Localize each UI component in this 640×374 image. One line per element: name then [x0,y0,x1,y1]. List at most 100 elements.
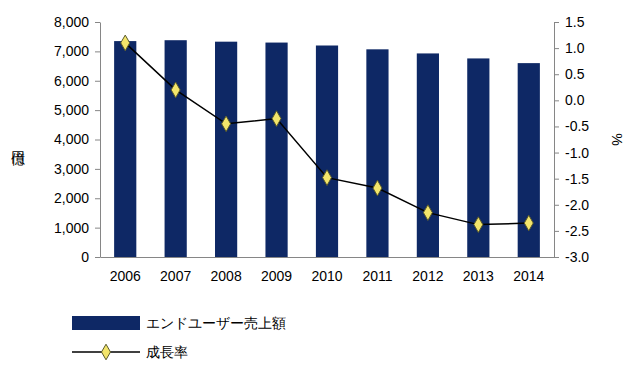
tick-mark [95,198,100,199]
tick-label: 2010 [311,268,342,284]
tick-label: 1.5 [565,14,585,30]
tick-label: -3.0 [565,249,589,265]
tick: 2,000 [54,190,100,206]
tick-label: 7,000 [54,43,89,59]
tick-label: 5,000 [54,102,89,118]
tick-mark [554,48,559,49]
tick-mark [554,179,559,180]
bar [265,43,287,257]
marker [222,116,231,132]
plot-area [114,35,540,257]
tick: 2006 [110,257,141,284]
bar [316,46,338,258]
tick-mark [554,257,559,258]
markers [121,35,534,232]
y-axis: 0 1,000 2,000 3,000 4,000 5,000 6,000 7,000 8,00… [54,14,101,265]
tick: 2012 [412,257,443,284]
tick: 6,000 [54,73,100,89]
tick-label: 2012 [412,268,443,284]
tick-label: 2008 [211,268,242,284]
tick-label: 1.0 [565,40,585,56]
tick: -1.0 [554,145,589,161]
tick: -2.5 [554,223,589,239]
y2-axis: -3.0-2.5-2.0-1.5-1.0-0.50.00.51.01.5 [554,14,589,265]
tick: -2.0 [554,197,589,213]
legend-item: 成長率 [72,344,188,360]
legend-label: 成長率 [146,344,188,360]
bar [417,53,439,257]
chart: 0 1,000 2,000 3,000 4,000 5,000 6,000 7,000 8,00… [0,0,640,374]
tick: 2011 [362,257,392,284]
tick: -1.5 [554,171,589,187]
tick: 2009 [261,257,292,284]
tick: -3.0 [554,249,589,265]
tick: 4,000 [54,131,100,147]
marker [524,215,533,231]
tick: 2014 [513,257,544,284]
tick-label: 0.5 [565,66,585,82]
tick-mark [554,205,559,206]
tick: 2013 [463,257,494,284]
tick-label: 2007 [160,268,191,284]
tick-mark [95,81,100,82]
tick: 0.0 [554,92,585,108]
tick-mark [95,257,100,258]
marker [373,180,382,196]
tick-label: -1.0 [565,145,589,161]
tick-label: 2013 [463,268,494,284]
tick-mark [95,51,100,52]
tick: 2007 [160,257,191,284]
tick: 1,000 [54,220,100,236]
legend: エンドユーザー売上額成長率 [72,315,286,360]
tick: 0.5 [554,66,585,82]
tick-label: 2,000 [54,190,89,206]
tick: 8,000 [54,14,100,30]
tick-mark [95,110,100,111]
x-axis: 2006 2007 2008 2009 2010 2011 2012 2013 2014 [101,257,555,284]
legend-label: エンドユーザー売上額 [146,315,286,331]
tick-label: -1.5 [565,171,589,187]
tick-label: 2014 [513,268,544,284]
tick-label: 2006 [110,268,141,284]
bar [467,58,489,257]
y-axis-title: 億円 [10,151,24,166]
legend-item: エンドユーザー売上額 [72,315,286,331]
tick-mark [95,140,100,141]
bar [518,63,540,257]
axis-line [554,23,555,258]
tick-mark [554,74,559,75]
tick: 2008 [211,257,242,284]
bar [215,42,237,257]
tick-mark [554,231,559,232]
tick-label: 0.0 [565,92,585,108]
marker [272,111,281,127]
tick: 7,000 [54,43,100,59]
tick: 1.0 [554,40,585,56]
tick-label: 2009 [261,268,292,284]
axis-line [101,257,555,258]
marker [474,217,483,233]
tick: 3,000 [54,161,100,177]
tick-label: 8,000 [54,14,89,30]
bar [114,41,136,257]
tick-mark [95,169,100,170]
tick-mark [554,126,559,127]
tick: 0 [81,249,100,265]
tick: 1.5 [554,14,585,30]
bar [366,49,388,257]
tick: 5,000 [54,102,100,118]
legend-swatch [72,316,140,330]
tick-mark [554,22,559,23]
tick-label: 2011 [362,268,392,284]
tick-label: 0 [81,249,89,265]
legend-marker [102,344,111,360]
tick-mark [95,22,100,23]
tick-label: -2.0 [565,197,589,213]
tick-mark [554,153,559,154]
marker [121,35,130,51]
axis-line [100,23,101,258]
tick-mark [554,100,559,101]
tick-label: 4,000 [54,131,89,147]
bar [165,40,187,257]
marker [171,82,180,98]
